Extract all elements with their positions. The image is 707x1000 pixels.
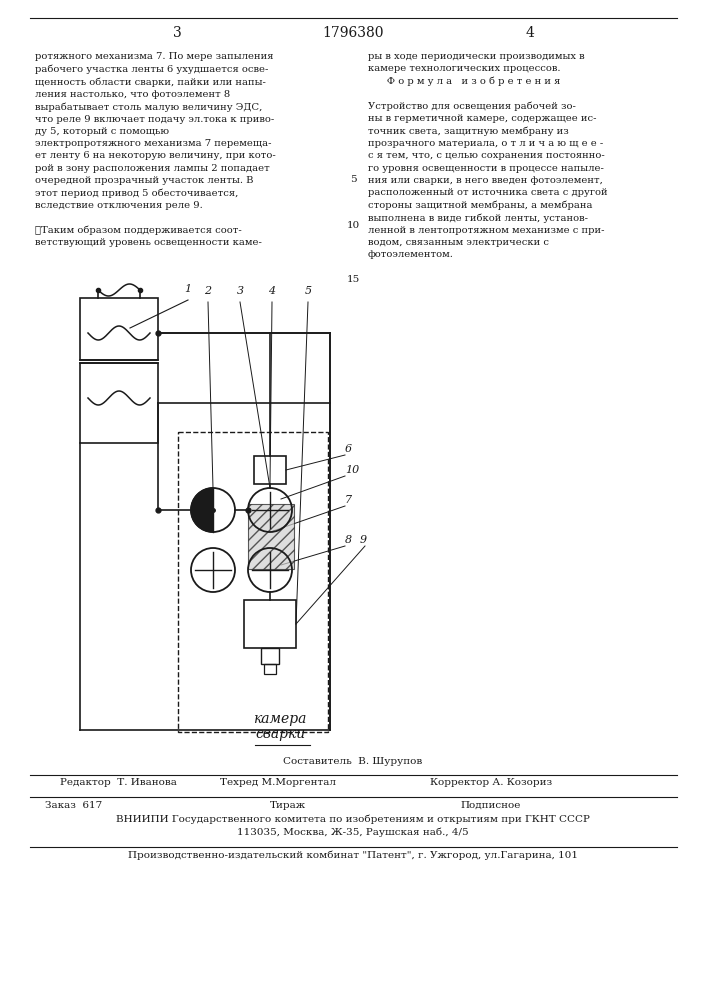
Text: 6: 6 [345, 444, 352, 454]
Text: Производственно-издательский комбинат "Патент", г. Ужгород, ул.Гагарина, 101: Производственно-издательский комбинат "П… [128, 850, 578, 860]
Text: 10: 10 [345, 465, 359, 475]
Text: Составитель  В. Шурупов: Составитель В. Шурупов [284, 757, 423, 766]
Text: Редактор  Т. Иванова: Редактор Т. Иванова [60, 778, 177, 787]
Text: 5: 5 [305, 286, 312, 296]
Text: 8: 8 [345, 535, 352, 545]
Text: камера: камера [253, 712, 307, 726]
Bar [261, 648, 279, 664]
Text: 4: 4 [269, 286, 276, 296]
Bar [80, 298, 158, 360]
Text: Тираж: Тираж [270, 801, 306, 810]
Text: 5: 5 [350, 176, 356, 184]
Text: 1: 1 [185, 284, 192, 294]
Bar [254, 456, 286, 484]
Text: 113035, Москва, Ж-35, Раушская наб., 4/5: 113035, Москва, Ж-35, Раушская наб., 4/5 [237, 828, 469, 837]
Bar [244, 600, 296, 648]
Bar [264, 664, 276, 674]
Text: 1796380: 1796380 [322, 26, 384, 40]
Text: ры в ходе периодически производимых в
камере технологических процессов.
      Ф : ры в ходе периодически производимых в ка… [368, 52, 607, 259]
Text: ротяжного механизма 7. По мере запыления
рабочего участка ленты 6 ухудшается осв: ротяжного механизма 7. По мере запыления… [35, 52, 276, 247]
Text: 7: 7 [345, 495, 352, 505]
Text: сварки: сварки [255, 727, 305, 741]
Text: 9: 9 [360, 535, 367, 545]
Bar [248, 504, 294, 569]
Text: 3: 3 [236, 286, 244, 296]
Text: 4: 4 [525, 26, 534, 40]
Bar [80, 363, 158, 443]
Text: 10: 10 [346, 221, 360, 230]
Polygon shape [191, 488, 213, 532]
Text: Подписное: Подписное [460, 801, 520, 810]
Text: Техред М.Моргентал: Техред М.Моргентал [220, 778, 336, 787]
Text: 2: 2 [204, 286, 211, 296]
Text: Заказ  617: Заказ 617 [45, 801, 103, 810]
Text: 15: 15 [346, 275, 360, 284]
Text: ВНИИПИ Государственного комитета по изобретениям и открытиям при ГКНТ СССР: ВНИИПИ Государственного комитета по изоб… [116, 814, 590, 824]
Text: 3: 3 [173, 26, 182, 40]
Bar [178, 432, 328, 732]
Text: Корректор А. Козориз: Корректор А. Козориз [430, 778, 552, 787]
